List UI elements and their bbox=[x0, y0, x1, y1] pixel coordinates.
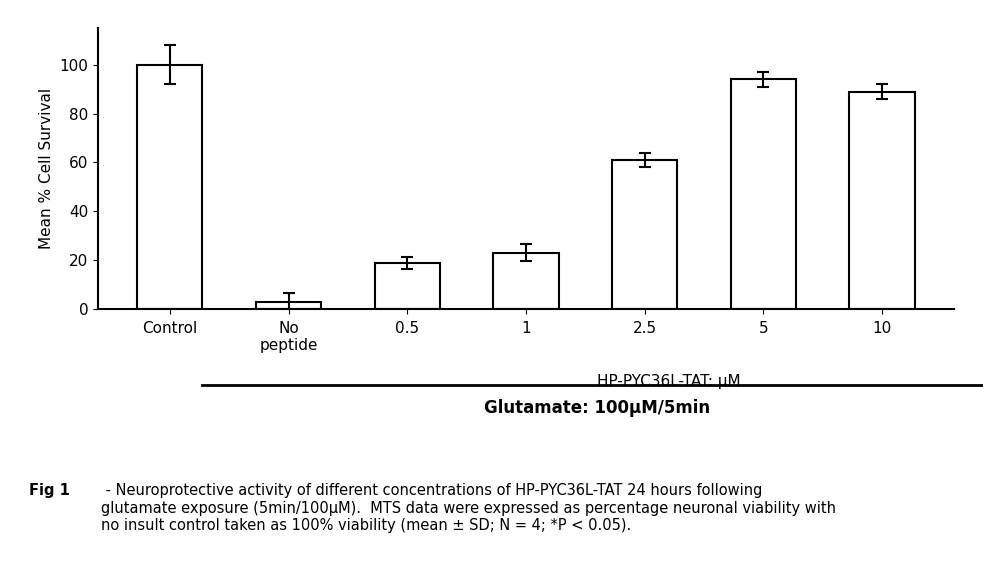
Bar bbox=[256, 302, 321, 309]
Bar bbox=[138, 65, 202, 309]
Text: Fig 1: Fig 1 bbox=[29, 483, 71, 498]
Text: HP-PYC36L-TAT: μM: HP-PYC36L-TAT: μM bbox=[597, 374, 740, 389]
Bar bbox=[849, 92, 914, 309]
Text: Glutamate: 100μM/5min: Glutamate: 100μM/5min bbox=[484, 399, 711, 417]
Bar bbox=[730, 79, 796, 309]
Bar bbox=[493, 253, 558, 309]
Y-axis label: Mean % Cell Survival: Mean % Cell Survival bbox=[39, 88, 54, 249]
Text: - Neuroprotective activity of different concentrations of HP-PYC36L-TAT 24 hours: - Neuroprotective activity of different … bbox=[101, 483, 837, 533]
Bar bbox=[375, 262, 439, 309]
Bar bbox=[612, 160, 677, 309]
